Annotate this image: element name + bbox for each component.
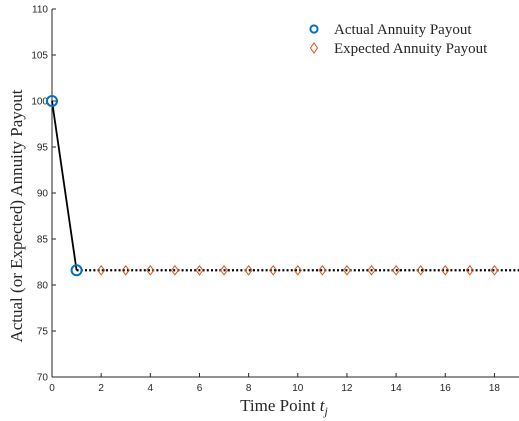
legend-label-actual: Actual Annuity Payout — [334, 22, 472, 38]
x-tick-label: 6 — [197, 383, 203, 394]
expected-payout-point — [293, 264, 302, 276]
x-tick-label: 8 — [246, 383, 252, 394]
actual-payout-line — [51, 100, 78, 271]
y-tick-label: 110 — [32, 5, 48, 16]
legend-label-expected: Expected Annuity Payout — [334, 41, 488, 57]
expected-payout-point — [219, 264, 229, 276]
y-tick-label: 105 — [31, 51, 48, 62]
expected-payout-point — [490, 264, 499, 276]
legend-diamond-marker-icon — [309, 42, 319, 54]
y-tick-label: 95 — [37, 143, 49, 154]
y-tick-label: 100 — [31, 97, 48, 108]
actual-payout-point — [70, 264, 83, 277]
legend-entry-expected: Expected Annuity Payout — [309, 41, 488, 57]
y-tick-label: 90 — [37, 189, 49, 200]
legend-circle-marker-icon — [309, 24, 319, 34]
series-lines — [51, 100, 519, 272]
x-tick-label: 14 — [391, 383, 403, 394]
expected-payout-point — [195, 264, 204, 276]
legend: Actual Annuity Payout Expected Annuity P… — [309, 22, 488, 57]
y-tick-label: 80 — [37, 281, 49, 292]
expected-payout-point — [441, 264, 450, 276]
x-tick-label: 18 — [489, 383, 501, 394]
expected-payout-point — [416, 264, 425, 276]
series-markers — [46, 95, 499, 277]
actual-payout-point — [46, 95, 58, 107]
ticks: 70 75 80 85 90 95 100 105 110 0 2 4 6 8 10 12 14 16 18 — [31, 5, 500, 395]
x-tick-label: 4 — [148, 383, 154, 394]
y-tick-label: 75 — [37, 327, 49, 338]
y-tick-label: 85 — [37, 235, 49, 246]
axes — [51, 9, 519, 378]
expected-payout-point — [121, 264, 130, 276]
expected-payout-point — [367, 264, 376, 276]
x-axis-label: Time Point tj — [240, 396, 328, 418]
legend-entry-actual: Actual Annuity Payout — [309, 22, 472, 38]
x-tick-label: 16 — [440, 383, 452, 394]
x-tick-label: 0 — [49, 383, 55, 394]
y-tick-label: 70 — [37, 373, 49, 384]
expected-payout-point — [342, 264, 352, 276]
expected-payout-point — [465, 264, 474, 276]
expected-payout-point — [170, 264, 180, 276]
x-tick-label: 10 — [292, 383, 304, 394]
expected-payout-point — [318, 264, 327, 276]
expected-payout-point — [269, 264, 278, 276]
x-tick-label: 2 — [98, 383, 104, 394]
y-axis-label: Actual (or Expected) Annuity Payout — [7, 89, 26, 342]
x-tick-label: 12 — [341, 383, 353, 394]
expected-payout-point — [146, 264, 155, 276]
expected-payout-point — [97, 264, 106, 276]
expected-payout-point — [391, 264, 401, 276]
expected-payout-point — [244, 264, 253, 276]
